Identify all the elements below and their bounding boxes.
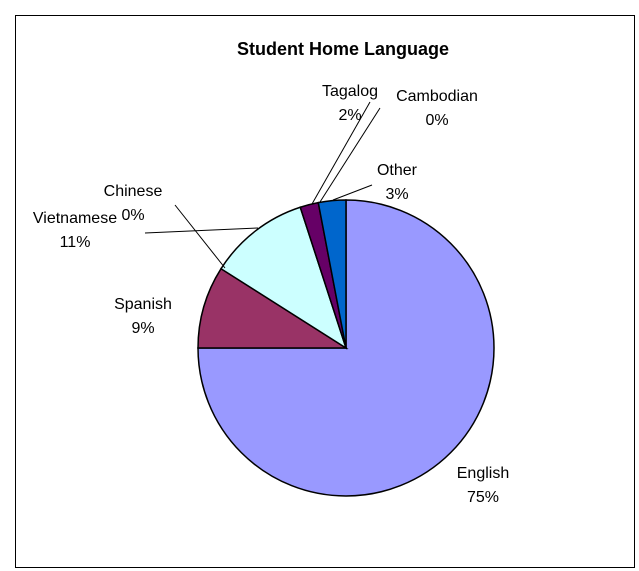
- slice-label-spanish: Spanish: [114, 296, 172, 313]
- slice-percent-cambodian: 0%: [425, 112, 448, 129]
- slice-percent-english: 75%: [467, 489, 499, 506]
- slice-percent-chinese: 0%: [121, 207, 144, 224]
- leader-line-other: [332, 184, 373, 201]
- chart-title: Student Home Language: [237, 39, 449, 59]
- slice-percent-spanish: 9%: [131, 320, 154, 337]
- slice-percent-other: 3%: [385, 186, 408, 203]
- slice-label-chinese: Chinese: [104, 183, 163, 200]
- slice-label-cambodian: Cambodian: [396, 88, 478, 105]
- slice-label-vietnamese: Vietnamese: [33, 210, 117, 227]
- slice-label-tagalog: Tagalog: [322, 83, 378, 100]
- leader-line-chinese: [174, 204, 226, 269]
- pie-slices: [197, 199, 495, 497]
- leader-line-cambodian: [319, 107, 381, 203]
- pie-slice-other: [317, 199, 347, 349]
- leader-lines: [144, 101, 381, 269]
- slice-label-english: English: [457, 465, 509, 482]
- slice-percent-vietnamese: 11%: [60, 234, 91, 251]
- slice-label-other: Other: [377, 162, 418, 179]
- pie-slice-spanish: [197, 267, 349, 349]
- slice-percent-tagalog: 2%: [338, 107, 361, 124]
- leader-line-tagalog: [311, 101, 371, 205]
- slice-labels: English75%Spanish9%Chinese0%Vietnamese11…: [33, 83, 509, 506]
- pie-slice-vietnamese: [220, 206, 348, 350]
- leader-line-vietnamese: [144, 227, 259, 234]
